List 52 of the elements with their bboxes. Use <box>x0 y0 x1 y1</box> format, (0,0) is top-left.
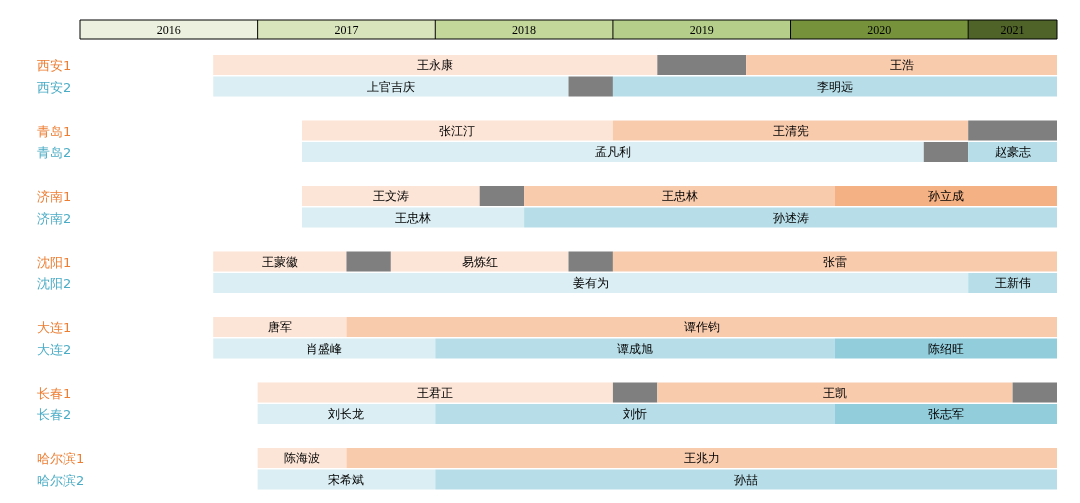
y-tick-label: 大连1 <box>37 320 72 335</box>
data-label: 王文涛 <box>372 189 409 203</box>
data-label: 王忠林 <box>395 210 432 225</box>
data-label: 张志军 <box>927 407 964 421</box>
data-label: 王兆力 <box>683 451 720 465</box>
data-label: 王永康 <box>417 58 454 72</box>
data-label: 姜有为 <box>572 276 609 290</box>
data-label: 王浩 <box>889 58 914 72</box>
y-tick-label: 长春1 <box>37 385 72 401</box>
data-label: 肖盛峰 <box>306 341 343 356</box>
y-tick-label: 哈尔滨1 <box>37 451 85 466</box>
x-tick-label: 2017 <box>334 23 359 37</box>
data-label: 唐军 <box>267 320 292 334</box>
y-tick-label: 青岛2 <box>37 145 72 160</box>
y-tick-label: 青岛1 <box>37 123 72 139</box>
data-label: 孙述涛 <box>772 210 809 225</box>
x-tick-label: 2016 <box>156 23 181 37</box>
data-label: 张雷 <box>822 254 847 269</box>
data-label: 孙立成 <box>927 189 964 203</box>
y-tick-label: 沈阳2 <box>37 276 72 291</box>
y-tick-label: 济南2 <box>37 210 72 226</box>
data-label: 谭成旭 <box>617 341 654 356</box>
data-label: 孟凡利 <box>594 145 631 159</box>
data-label: 刘忻 <box>623 407 648 421</box>
data-label: 王蒙徽 <box>261 254 298 269</box>
data-label: 陈海波 <box>284 451 321 465</box>
data-label: 王新伟 <box>994 276 1031 290</box>
data-label: 谭作钧 <box>683 320 720 334</box>
y-tick-label: 济南1 <box>37 189 72 204</box>
y-tick-label: 西安2 <box>37 79 72 95</box>
data-label: 宋希斌 <box>328 472 365 487</box>
x-tick-label: 2021 <box>1000 23 1025 37</box>
y-tick-label: 沈阳1 <box>37 254 72 270</box>
data-label: 赵豪志 <box>994 145 1031 159</box>
data-label: 王君正 <box>417 385 454 400</box>
x-tick-label: 2019 <box>689 23 714 37</box>
data-label: 刘长龙 <box>328 407 365 421</box>
data-label: 王忠林 <box>661 189 698 203</box>
x-tick-label: 2018 <box>512 23 537 37</box>
y-tick-label: 西安1 <box>37 58 72 73</box>
x-tick-label: 2020 <box>867 23 892 37</box>
data-label: 孙喆 <box>734 472 759 487</box>
y-tick-label: 哈尔滨2 <box>37 472 85 488</box>
data-label: 易炼红 <box>461 254 498 269</box>
data-label: 王清宪 <box>772 123 809 138</box>
y-tick-label: 长春2 <box>37 407 72 422</box>
data-label: 张江汀 <box>439 123 476 138</box>
data-label: 陈绍旺 <box>927 341 964 356</box>
y-tick-label: 大连2 <box>37 341 72 357</box>
data-label: 李明远 <box>816 79 853 94</box>
data-label: 王凯 <box>822 385 847 400</box>
data-label: 上官吉庆 <box>366 79 415 94</box>
